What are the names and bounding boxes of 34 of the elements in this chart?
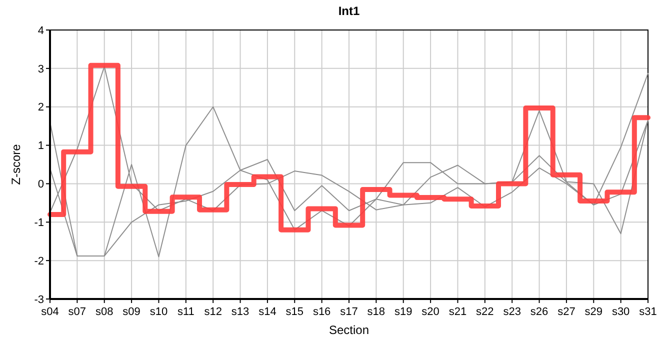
x-tick-label: s04 (41, 306, 59, 318)
x-tick-label: s18 (367, 306, 386, 318)
x-tick-label: s08 (95, 306, 114, 318)
x-tick-label: s11 (177, 306, 194, 318)
x-tick-label: s07 (68, 306, 86, 318)
x-tick-label: s23 (503, 306, 521, 318)
y-tick-label: 0 (38, 178, 44, 191)
y-tick-label: 1 (38, 140, 44, 152)
y-tick-label: -1 (34, 216, 44, 229)
x-tick-label: s10 (150, 306, 168, 318)
x-tick-label: s12 (204, 306, 222, 318)
x-tick-label: s15 (286, 306, 304, 318)
x-tick-label: s17 (340, 306, 358, 318)
x-tick-label: s29 (584, 306, 603, 318)
x-tick-label: s26 (530, 306, 548, 318)
x-tick-label: s31 (639, 306, 657, 318)
x-tick-label: s30 (612, 306, 630, 318)
y-axis-title: Z-score (9, 144, 23, 185)
y-tick-label: 4 (38, 24, 44, 37)
y-tick-label: -2 (34, 255, 44, 268)
y-tick-label: 3 (38, 63, 44, 76)
x-tick-label: s16 (312, 306, 331, 318)
y-tick-label: -3 (34, 294, 44, 306)
x-tick-label: s21 (448, 306, 467, 318)
y-tick-label: 2 (38, 102, 44, 114)
x-tick-label: s14 (258, 306, 276, 318)
chart-title: Int1 (338, 4, 360, 18)
x-tick-label: s19 (394, 306, 412, 318)
x-tick-label: s27 (558, 306, 576, 318)
x-tick-label: s20 (422, 306, 440, 318)
x-tick-label: s13 (231, 306, 250, 318)
x-axis-title: Section (328, 323, 370, 337)
x-tick-label: s22 (476, 306, 494, 318)
x-tick-label: s09 (122, 306, 140, 318)
